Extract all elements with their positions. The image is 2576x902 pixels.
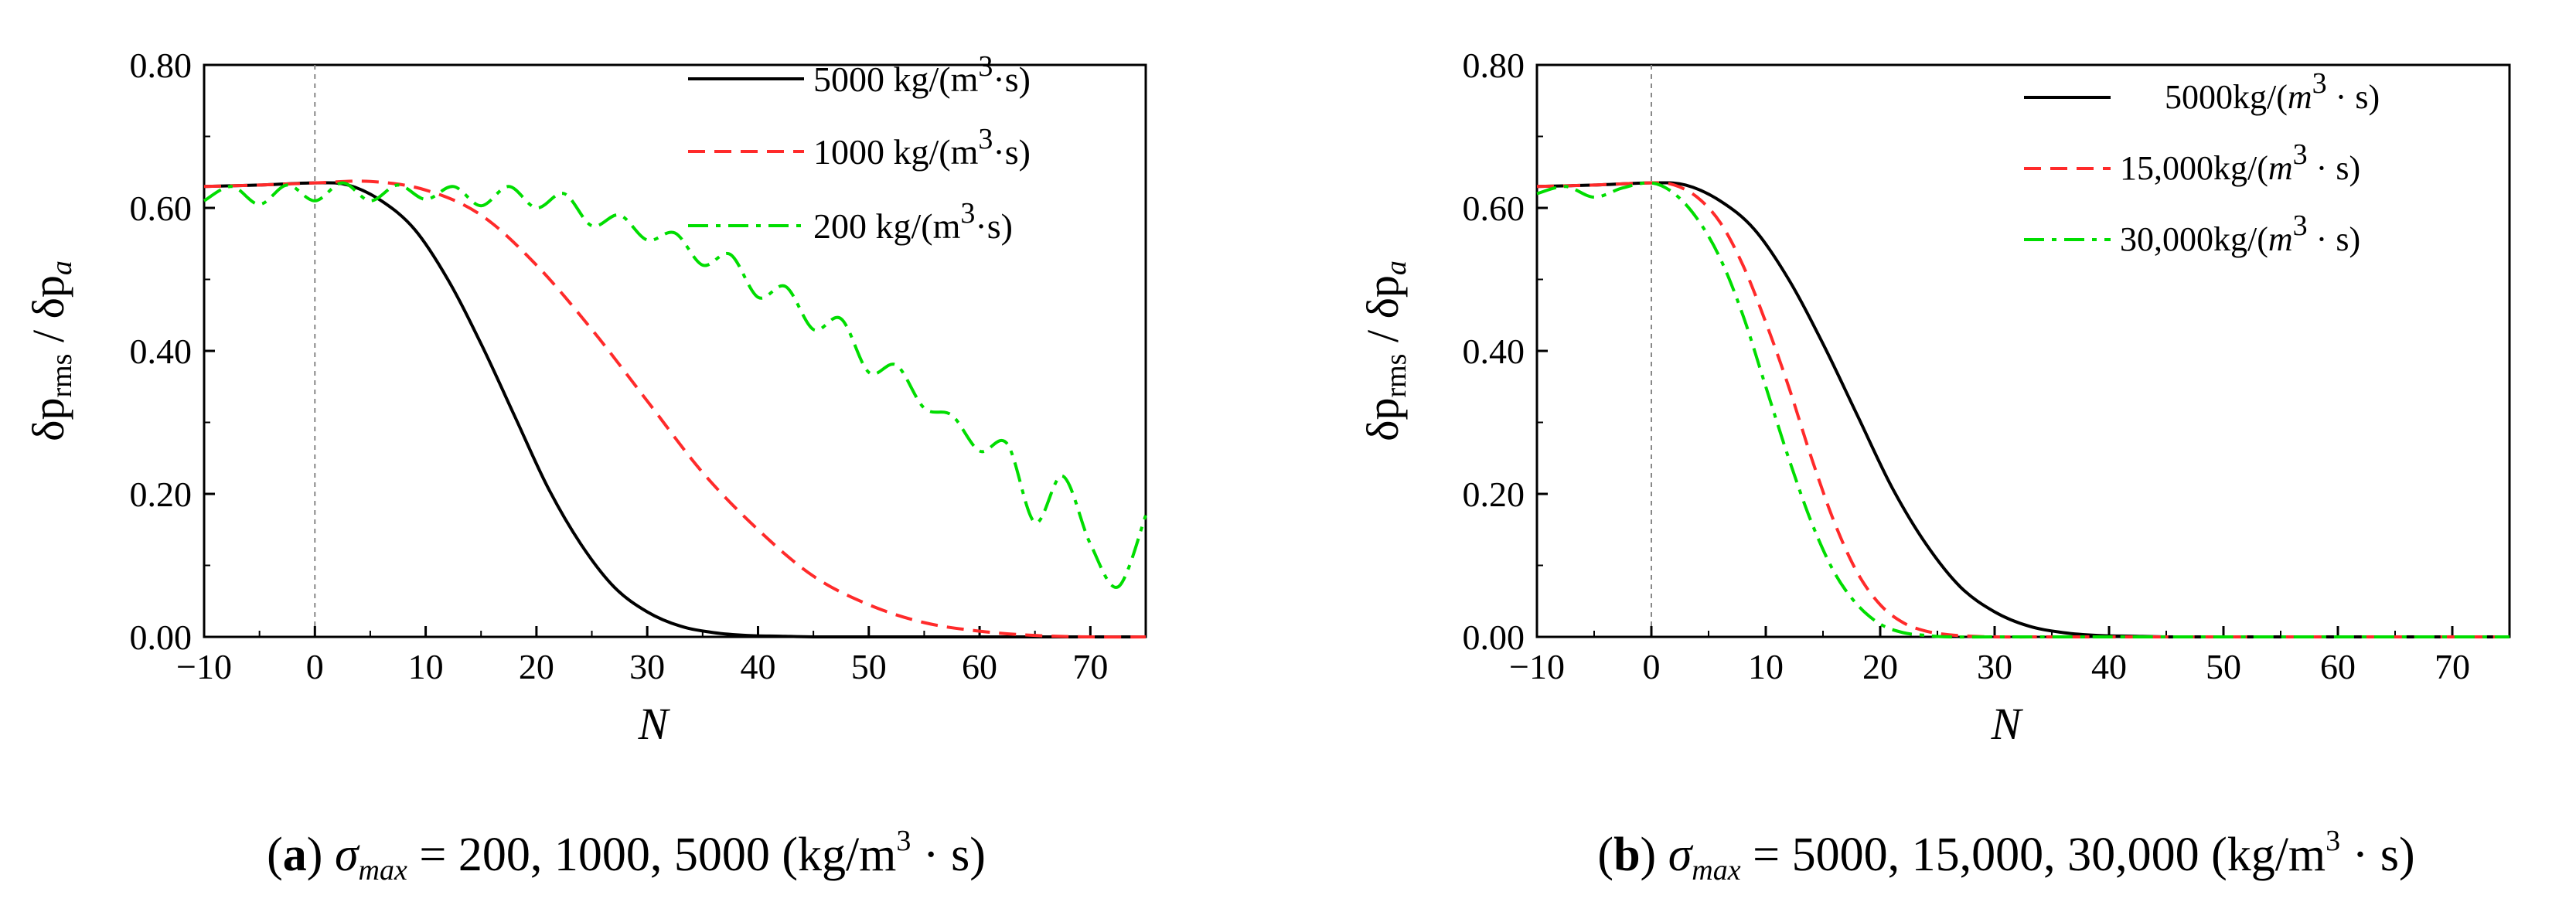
panel-b-y-axis-title: δprms / δpa <box>1358 260 1412 441</box>
panel-b-y-tick-labels: 0.00 0.20 0.40 0.60 0.80 <box>1463 46 1525 657</box>
panel-a-x-axis-title: N <box>638 699 671 749</box>
panel-b-x-tick-label: 30 <box>1977 647 2012 686</box>
panel-b-series <box>1536 181 2510 639</box>
panel-b-x-tick-label: 40 <box>2091 647 2127 686</box>
panel-b-y-tick-label: 0.00 <box>1463 618 1525 657</box>
panel-b-chart: −10 0 10 20 30 40 50 60 70 0.000.200.400.600.80 … <box>1358 46 2511 749</box>
panel-b-y-tick-label: 0.40 <box>1463 332 1525 371</box>
panel-a-x-tick-label: −10 <box>176 647 232 686</box>
panel-a-x-tick-label: 0 <box>306 647 324 686</box>
panel-a-x-tick-label: 10 <box>408 647 444 686</box>
panel-a-x-tick-label: 70 <box>1072 647 1108 686</box>
panel-a-y-tick-labels: 0.00 0.20 0.40 0.60 0.80 <box>130 46 193 657</box>
panel-a-series-line-5000-kg-m3-s <box>203 181 1146 639</box>
panel-b-series-line-30-000kg-m3-s <box>1536 181 2510 639</box>
panel-a-x-tick-label: 30 <box>629 647 665 686</box>
panel-a-chart: −10 0 10 20 30 40 50 60 70 0.000.200.400.600.80 … <box>23 46 1147 749</box>
panel-a-legend-label-1000: 1000 kg/(m3·s) <box>813 123 1031 172</box>
panel-a-y-axis-title: δprms / δpa <box>23 260 78 441</box>
panel-b-plot-frame <box>1535 63 2511 638</box>
panel-b-series-line-5000kg-m3-s <box>1536 181 2510 639</box>
panel-a-x-tick-labels: −10 0 10 20 30 40 50 60 70 <box>176 647 1108 686</box>
panel-a-y-tick-label: 0.00 <box>130 618 193 657</box>
panel-a-series-line-1000-kg-m3-s <box>203 179 1147 639</box>
panel-b-x-tick-label: 10 <box>1748 647 1784 686</box>
panel-a-legend-label-5000: 5000 kg/(m3·s) <box>813 50 1031 99</box>
panel-b-x-tick-labels: −10 0 10 20 30 40 50 60 70 <box>1509 647 2470 686</box>
panel-a-legend: 5000 kg/(m3·s) 1000 kg/(m3·s) 200 kg/(m3… <box>688 50 1031 246</box>
panel-a-series <box>203 179 1147 639</box>
panel-b-y-tick-label: 0.20 <box>1463 475 1525 514</box>
panel-b-x-tick-label: 20 <box>1862 647 1898 686</box>
caption-b: (b) σmax = 5000, 15,000, 30,000 (kg/m3 ·… <box>1597 825 2414 887</box>
panel-b-legend-label-30000: 30,000kg/(m3 · s) <box>2120 209 2360 258</box>
panel-a-y-tick-label: 0.20 <box>130 475 193 514</box>
panel-a-x-tick-label: 40 <box>740 647 775 686</box>
panel-b-legend-label-5000: 5000kg/(m3 · s) <box>2165 67 2380 116</box>
panel-a-series-line-200-kg-m3-s <box>203 181 1147 589</box>
panel-b-legend-label-15000: 15,000kg/(m3 · s) <box>2120 138 2360 187</box>
panel-b-x-tick-label: 0 <box>1643 647 1661 686</box>
panel-a-legend-label-200: 200 kg/(m3·s) <box>813 197 1013 246</box>
panel-a-y-tick-label: 0.80 <box>130 46 193 85</box>
panel-a-y-tick-label: 0.40 <box>130 332 193 371</box>
caption-a: (a) σmax = 200, 1000, 5000 (kg/m3 · s) <box>267 825 986 887</box>
panel-a-x-tick-label: 50 <box>851 647 887 686</box>
panel-b-series-line-15-000kg-m3-s <box>1536 181 2510 639</box>
panel-a-y-tick-label: 0.60 <box>130 189 193 228</box>
panel-b-x-tick-label: 70 <box>2435 647 2470 686</box>
panel-b-y-tick-label: 0.60 <box>1463 189 1525 228</box>
panel-b-x-tick-label: 60 <box>2320 647 2356 686</box>
panel-a-x-tick-label: 20 <box>519 647 554 686</box>
panel-b-x-axis-title: N <box>1991 699 2024 749</box>
panel-b-y-tick-label: 0.80 <box>1463 46 1525 85</box>
panel-b-x-tick-label: 50 <box>2206 647 2241 686</box>
panel-b-x-tick-label: −10 <box>1509 647 1565 686</box>
panel-b-legend: 5000kg/(m3 · s) 15,000kg/(m3 · s) 30,000… <box>2024 67 2380 258</box>
panel-a-x-tick-label: 60 <box>962 647 997 686</box>
panel-a-ticks <box>203 63 1092 638</box>
